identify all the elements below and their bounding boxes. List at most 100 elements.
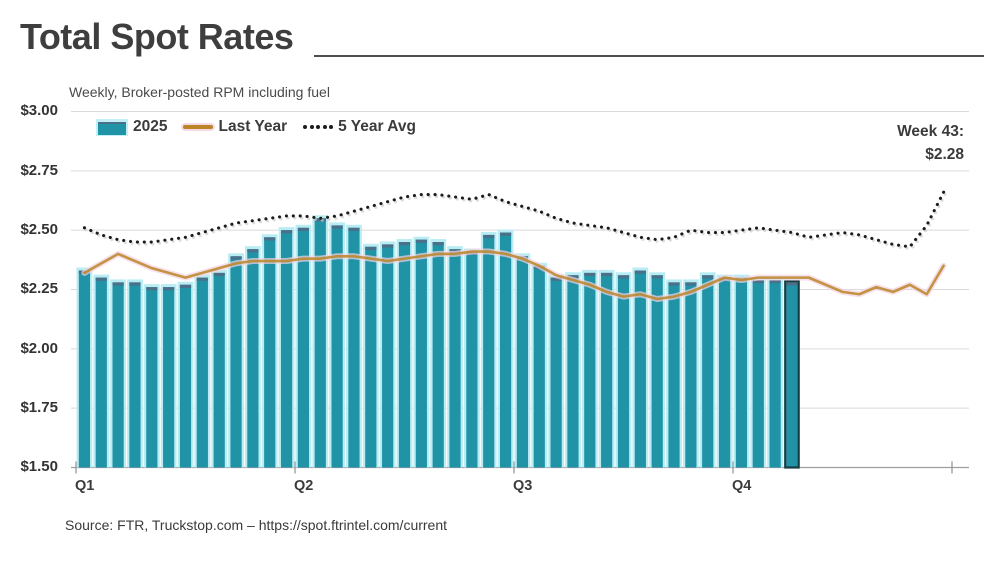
bar-week-3[interactable] [112,282,124,468]
bar-week-31[interactable] [584,272,596,468]
bar-week-18[interactable] [365,246,377,468]
bar-week-27[interactable] [516,256,529,468]
y-axis-label: $2.50 [20,221,58,238]
bar-week-5[interactable] [146,287,158,468]
bar-cap [348,227,360,231]
title-underline [314,55,984,57]
line-swatch-icon [183,125,214,129]
bar-week-41[interactable] [752,280,764,468]
bar-cap [280,230,293,234]
y-axis-label: $2.00 [20,340,58,357]
bar-cap [651,275,663,279]
bar-cap [550,277,562,281]
bar-cap [398,242,411,246]
bar-cap [685,282,697,286]
bar-cap [230,256,242,260]
bar-week-37[interactable] [685,282,697,468]
bar-cap [752,280,764,284]
bar-week-23[interactable] [449,249,461,468]
legend-item-5-year-avg[interactable]: 5 Year Avg [303,118,416,136]
source-note: Source: FTR, Truckstop.com – https://spo… [65,517,448,533]
bar-week-38[interactable] [702,275,714,468]
page-title: Total Spot Rates [20,16,294,57]
chart-subtitle: Weekly, Broker-posted RPM including fuel [69,84,330,100]
bar-week-17[interactable] [348,227,360,468]
bar-cap [95,277,107,281]
last-year-line [83,250,945,301]
bar-week-36[interactable] [668,282,680,468]
legend-label-2025: 2025 [133,118,168,135]
bar-week-8[interactable] [196,277,208,468]
legend-label-5-year-avg: 5 Year Avg [338,118,416,135]
legend-item-last-year[interactable]: Last Year [183,118,287,136]
bar-week-16[interactable] [331,225,343,468]
bar-week-11[interactable] [247,249,259,468]
bar-cap [382,244,394,248]
bar-week-25[interactable] [483,234,495,468]
bar-cap [483,234,495,239]
bar-cap [634,270,646,274]
bar-cap [146,287,158,291]
x-axis-label-q1: Q1 [75,478,95,494]
bar-week-2[interactable] [95,277,107,468]
bar-week-24[interactable] [466,251,478,468]
bar-week-35[interactable] [651,275,663,468]
bar-cap [129,282,141,286]
bar-week-7[interactable] [179,284,192,468]
y-axis-label: $1.75 [20,399,58,416]
bar-week-13[interactable] [280,230,293,468]
bar-week-32[interactable] [601,272,613,468]
bar-week-28[interactable] [533,265,545,468]
bar-week-29[interactable] [550,277,562,468]
five-year-avg-shadow [84,192,947,251]
dotted-line-swatch-icon [303,125,334,129]
bar-swatch-icon [96,118,128,136]
bar-cap [786,282,798,286]
bar-week-42[interactable] [769,280,781,468]
bar-week-9[interactable] [213,272,225,468]
bar-cap [449,249,461,253]
bar-week-19[interactable] [382,244,394,468]
bar-cap [617,275,630,279]
y-axis-label: $2.25 [20,280,58,297]
x-axis-label-q4: Q4 [732,478,752,494]
y-axis-label: $2.75 [20,162,58,179]
bar-week-4[interactable] [129,282,141,468]
bar-week-43[interactable] [786,282,798,468]
bar-week-21[interactable] [415,239,427,468]
five-year-avg-line [82,190,946,249]
callout-week-value: $2.28 [925,146,964,163]
bar-week-12[interactable] [264,237,276,468]
bar-week-30[interactable] [567,275,579,468]
bar-highlight-week-43[interactable] [784,280,800,469]
bar-cap [213,272,225,277]
bar-week-6[interactable] [163,287,175,468]
bar-cap [247,249,259,253]
bar-week-40[interactable] [735,277,748,468]
chart-legend: 2025 Last Year 5 Year Avg [96,118,432,136]
bar-week-10[interactable] [230,256,242,468]
bar-cap [567,275,579,279]
bar-cap [499,232,512,236]
bar-week-22[interactable] [432,242,444,468]
bar-week-14[interactable] [297,227,310,468]
bar-cap [769,280,781,284]
bar-week-34[interactable] [634,270,646,468]
bar-cap [264,237,276,241]
bar-week-33[interactable] [617,275,630,468]
x-axis-label-q3: Q3 [513,478,533,494]
bar-cap [163,287,175,291]
bar-cap [584,272,596,277]
bar-week-15[interactable] [314,218,326,468]
bar-week-20[interactable] [398,242,411,468]
bar-cap [196,277,208,281]
legend-item-2025[interactable]: 2025 [96,118,167,136]
bar-week-26[interactable] [499,232,512,468]
bar-week-1[interactable] [78,270,91,468]
bar-cap [601,272,613,277]
bar-cap [297,227,310,231]
bar-cap [331,225,343,229]
bar-cap [432,242,444,246]
bar-week-39[interactable] [718,277,731,468]
